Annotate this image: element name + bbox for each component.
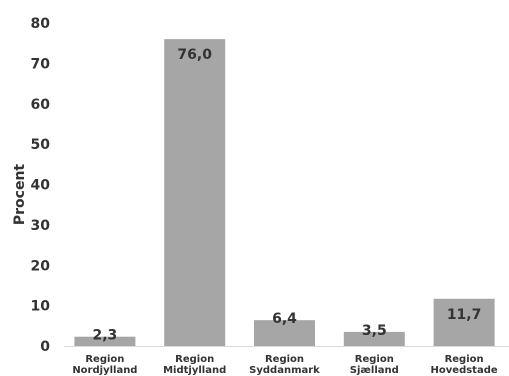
data-label: 11,7 <box>447 307 482 323</box>
y-tick-label: 50 <box>31 137 51 153</box>
y-tick-label: 0 <box>40 339 50 355</box>
x-tick-label: Hovedstade <box>431 365 498 376</box>
y-tick-label: 80 <box>31 16 51 32</box>
x-tick-label: Region <box>175 354 214 365</box>
data-labels: 2,3 76,0 6,4 3,5 11,7 <box>92 47 481 344</box>
y-axis-ticks: 0 10 20 30 40 50 60 70 80 <box>31 16 51 355</box>
x-tick-label: Midtjylland <box>163 365 226 376</box>
bar <box>343 331 405 346</box>
data-label: 76,0 <box>177 47 212 63</box>
x-tick-label: Sjælland <box>350 365 399 376</box>
x-tick-label: Region <box>265 354 304 365</box>
y-tick-label: 60 <box>31 97 51 113</box>
bar <box>164 39 226 347</box>
bars <box>74 39 495 347</box>
y-tick-label: 10 <box>31 299 51 315</box>
x-tick-label: Region <box>355 354 394 365</box>
y-tick-label: 30 <box>31 218 51 234</box>
x-tick-label: Nordjylland <box>72 365 137 376</box>
data-label: 6,4 <box>272 311 297 327</box>
x-tick-label: Region <box>445 354 484 365</box>
bar <box>433 298 495 346</box>
data-label: 3,5 <box>362 323 387 339</box>
x-tick-label: Syddanmark <box>249 365 320 376</box>
bar <box>74 336 136 346</box>
y-axis-title: Procent <box>12 164 28 226</box>
y-tick-label: 70 <box>31 56 51 72</box>
x-tick-label: Region <box>85 354 124 365</box>
y-tick-label: 40 <box>31 178 51 194</box>
data-label: 2,3 <box>92 328 117 344</box>
bar <box>254 320 315 346</box>
y-tick-label: 20 <box>31 258 51 274</box>
x-axis-labels: RegionNordjyllandRegionMidtjyllandRegion… <box>72 354 498 376</box>
